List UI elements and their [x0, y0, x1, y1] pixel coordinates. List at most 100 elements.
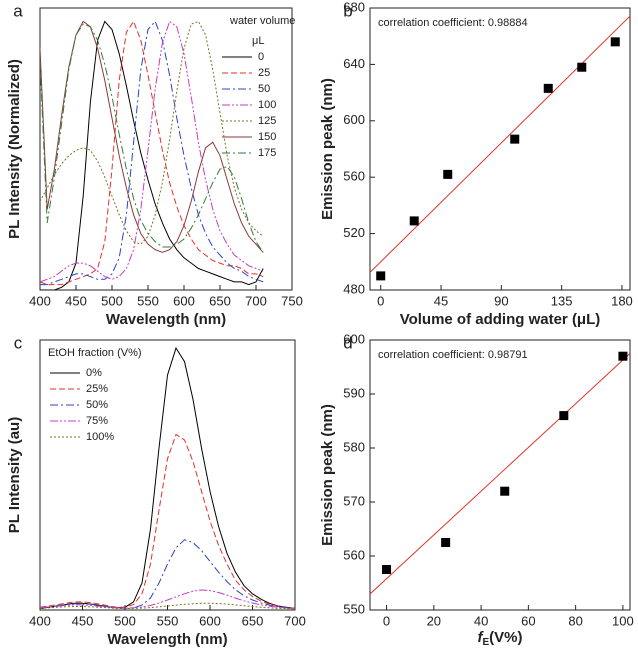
y-tick-label: 580 [343, 439, 365, 454]
panel-label: a [13, 1, 23, 20]
x-tick-label: 180 [611, 293, 633, 308]
x-axis-label: Wavelength (nm) [107, 631, 227, 648]
spectrum-line [40, 20, 264, 286]
x-tick-label: 750 [281, 293, 303, 308]
y-tick-label: 560 [343, 547, 365, 562]
data-point [376, 271, 386, 281]
plot-frame [369, 339, 631, 611]
panel-label: c [14, 333, 23, 352]
x-tick-label: 550 [137, 293, 159, 308]
y-axis-label: Emission peak (nm) [319, 404, 336, 546]
x-axis-label: Wavelength (nm) [106, 311, 226, 328]
plot-frame [369, 7, 631, 291]
legend-title: EtOH fraction (V%) [48, 347, 142, 359]
spectrum-line [40, 23, 264, 253]
y-tick-label: 600 [343, 331, 365, 346]
y-tick-label: 550 [343, 601, 365, 616]
spectrum-line [40, 346, 295, 610]
data-point [441, 538, 451, 547]
legend-unit: μL [252, 35, 264, 47]
x-tick-label: 20 [427, 613, 441, 628]
x-axis-label: Volume of adding water (μL) [400, 311, 601, 328]
data-point [409, 216, 419, 226]
data-point [543, 83, 553, 93]
y-tick-label: 640 [343, 56, 365, 71]
legend-label: 0% [86, 367, 102, 379]
plot-frame [39, 339, 296, 611]
x-tick-label: 40 [474, 613, 488, 628]
legend-label: 75% [86, 415, 108, 427]
spectrum-line [40, 20, 264, 286]
spectrum-line [40, 433, 295, 609]
data-point [382, 565, 392, 574]
legend-label: 175 [258, 147, 276, 159]
fit-line [370, 15, 630, 273]
y-tick-label: 590 [343, 385, 365, 400]
spectrum-line [40, 602, 295, 610]
x-tick-label: 600 [173, 293, 195, 308]
spectrum-line [40, 20, 264, 245]
spectrum-line [40, 589, 295, 610]
x-tick-label: 500 [101, 293, 123, 308]
x-tick-label: 600 [199, 613, 221, 628]
x-axis-label: fE(V%) [477, 629, 522, 648]
x-label-part: f [477, 629, 484, 646]
x-tick-label: 100 [612, 613, 634, 628]
x-label-part: E [482, 637, 489, 648]
panel-label: b [343, 1, 352, 20]
y-tick-label: 570 [343, 493, 365, 508]
legend-label: 25 [258, 67, 270, 79]
x-tick-label: 60 [521, 613, 535, 628]
annotation: correlation coefficient: 0.98791 [378, 349, 528, 361]
legend-label: 125 [258, 115, 276, 127]
x-tick-label: 650 [242, 613, 264, 628]
fit-line [370, 353, 630, 595]
x-tick-label: 400 [29, 293, 51, 308]
x-tick-label: 700 [284, 613, 306, 628]
y-tick-label: 480 [343, 281, 365, 296]
y-tick-label: 680 [343, 0, 365, 14]
y-tick-label: 560 [343, 169, 365, 184]
y-axis-label: PL Intensity (Normalized) [6, 59, 23, 239]
panel-label: d [343, 333, 352, 352]
data-point [510, 134, 520, 144]
x-tick-label: 700 [245, 293, 267, 308]
spectrum-line [40, 539, 295, 610]
y-tick-label: 520 [343, 225, 365, 240]
data-point [618, 351, 628, 361]
legend-label: 50 [258, 83, 270, 95]
data-point [559, 411, 569, 421]
y-axis-label: PL Intensity (au) [6, 417, 23, 533]
x-tick-label: 500 [114, 613, 136, 628]
x-tick-label: 135 [551, 293, 573, 308]
annotation: correlation coefficient: 0.98884 [378, 17, 528, 29]
spectrum-line [40, 20, 264, 283]
legend-label: 0 [258, 51, 264, 63]
data-point [443, 169, 453, 179]
legend-label: 100% [86, 431, 114, 443]
x-label-part: (V%) [489, 629, 522, 646]
x-tick-label: 400 [29, 613, 51, 628]
y-axis-label: Emission peak (nm) [319, 78, 336, 220]
legend-label: 50% [86, 399, 108, 411]
y-tick-label: 600 [343, 112, 365, 127]
data-point [577, 62, 587, 72]
legend-label: 25% [86, 383, 108, 395]
x-tick-label: 80 [568, 613, 582, 628]
data-point [500, 486, 510, 496]
legend-title: water volume [229, 15, 295, 27]
plot-frame [39, 7, 293, 291]
x-tick-label: 0 [377, 293, 384, 308]
legend-label: 150 [258, 131, 276, 143]
x-tick-label: 0 [383, 613, 390, 628]
x-tick-label: 450 [72, 613, 94, 628]
spectrum-line [40, 20, 264, 290]
x-tick-label: 45 [434, 293, 448, 308]
x-tick-label: 650 [209, 293, 231, 308]
legend-label: 100 [258, 99, 276, 111]
data-point [610, 37, 620, 47]
x-tick-label: 550 [157, 613, 179, 628]
x-tick-label: 450 [65, 293, 87, 308]
